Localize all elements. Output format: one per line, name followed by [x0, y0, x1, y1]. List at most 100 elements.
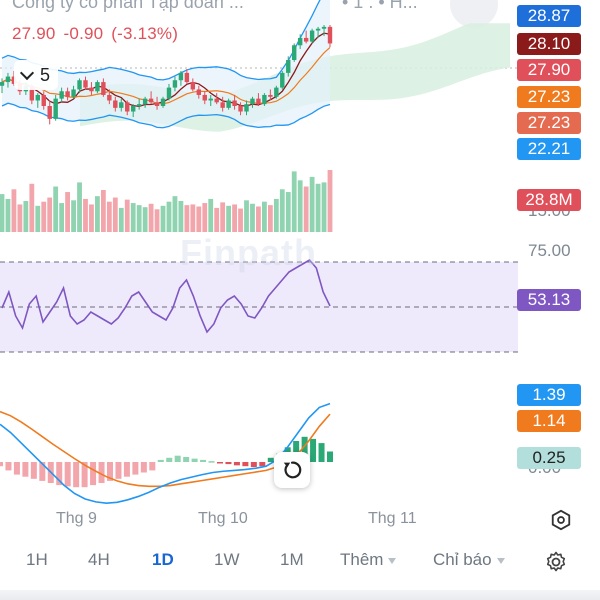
volume-bar — [41, 201, 47, 232]
candle-body — [89, 87, 94, 92]
candle-body — [35, 94, 40, 101]
candles — [0, 25, 333, 125]
candle-body — [119, 102, 124, 108]
volume-bar — [232, 204, 237, 232]
company-name: Công ty cổ phần Tập đoàn ... — [12, 0, 244, 12]
volume-bar — [11, 189, 17, 232]
tab-1h[interactable]: 1H — [26, 550, 48, 569]
macd-histogram-bar — [318, 443, 325, 462]
tab-indicators[interactable]: Chỉ báo — [433, 550, 505, 570]
x-axis-month-1: Thg 9 — [56, 510, 97, 527]
rsi-line — [1, 258, 331, 334]
candle-body — [297, 37, 303, 46]
macd-histogram-bar — [208, 461, 215, 463]
candle-body — [53, 98, 58, 119]
volume-bar — [65, 192, 70, 232]
candle-body — [327, 26, 333, 44]
macd-histogram-bar — [64, 462, 71, 487]
volume-bar — [154, 209, 160, 232]
macd-histogram-bar — [132, 462, 139, 475]
tab-1m[interactable]: 1M — [280, 550, 304, 569]
volume-bar — [59, 203, 65, 232]
macd-line-tag: 1.39 — [517, 384, 581, 406]
price-tag-bb-lower: 22.21 — [517, 138, 581, 160]
candle-body — [286, 60, 291, 73]
tab-1d[interactable]: 1D — [152, 550, 174, 569]
volume-bar — [178, 201, 184, 232]
candle-body — [47, 106, 52, 119]
volume-bar — [327, 170, 333, 232]
candle-body — [208, 98, 213, 101]
candle-body — [280, 72, 285, 88]
tab-4h[interactable]: 4H — [88, 550, 110, 569]
macd-histogram-bar — [30, 462, 37, 479]
volume-bar — [208, 198, 214, 232]
signal-line-tag: 1.14 — [517, 410, 581, 432]
tab-indicators-label: Chỉ báo — [433, 550, 492, 569]
volume-tag: 28.8M — [517, 189, 581, 211]
volume-bar — [238, 208, 243, 232]
volume-bar — [166, 201, 172, 232]
macd-histogram-bar — [115, 462, 122, 479]
macd-histogram-bar — [259, 462, 266, 467]
candle-body — [250, 98, 255, 105]
macd-histogram-bar — [293, 441, 300, 462]
macd-histogram-bar — [98, 462, 105, 483]
price-tag-last: 27.90 — [517, 59, 581, 81]
candle-body — [154, 102, 160, 106]
title-suffix: • 1 . • H... — [342, 0, 418, 12]
reset-zoom-button[interactable] — [274, 452, 310, 488]
timeframe-tabs: 1H 4H 1D 1W 1M Thêm Chỉ báo — [0, 546, 600, 580]
macd-histogram-bar — [310, 438, 317, 462]
volume-bar — [214, 207, 220, 232]
volume-bar — [297, 180, 303, 232]
current-price: 27.90 — [12, 24, 56, 43]
candle-body — [256, 98, 261, 105]
tab-more[interactable]: Thêm — [340, 550, 397, 570]
indicator-collapse-button[interactable]: 5 — [14, 60, 59, 90]
volume-bar — [321, 182, 327, 232]
candle-body — [142, 98, 148, 105]
volume-bar — [184, 205, 190, 232]
macd-histogram-bar — [90, 462, 97, 486]
candle-body — [172, 80, 178, 88]
macd-histogram-bar — [166, 457, 173, 462]
candle-body — [125, 102, 130, 112]
candle-body — [148, 98, 154, 103]
macd-histogram-bar — [22, 462, 29, 477]
macd-histogram-bar — [157, 459, 164, 462]
volume-bar — [160, 205, 166, 232]
volume-bar — [77, 182, 82, 232]
volume-bar — [291, 171, 297, 232]
price-change-pct: (-3.13%) — [111, 24, 179, 43]
volume-bar — [130, 203, 136, 232]
tab-1w[interactable]: 1W — [214, 550, 240, 569]
candle-body — [101, 82, 106, 95]
macd-histogram-bar — [149, 462, 156, 471]
indicator-count: 5 — [40, 64, 51, 85]
macd-histogram-bar — [217, 462, 223, 464]
candle-body — [71, 89, 76, 97]
macd-histogram-bar — [0, 462, 3, 467]
volume-bar — [100, 189, 106, 232]
x-axis-month-2: Thg 10 — [198, 510, 248, 527]
gear-icon[interactable] — [544, 550, 568, 574]
candle-body — [29, 85, 35, 101]
volume-bar — [0, 194, 5, 232]
candle-body — [226, 100, 231, 108]
candle-body — [11, 76, 17, 84]
histogram-tag: 0.25 — [517, 447, 581, 469]
candle-body — [113, 100, 118, 108]
volume-bar — [267, 205, 273, 232]
candle-body — [107, 94, 112, 101]
candle-body — [59, 91, 64, 99]
hexagon-icon[interactable] — [550, 509, 572, 531]
macd-histogram-bar — [233, 462, 240, 466]
macd-histogram-bar — [5, 462, 12, 471]
volume-bar — [262, 201, 267, 232]
rsi-tag: 53.13 — [517, 289, 581, 311]
candle-body — [309, 30, 315, 42]
macd-histogram-bar — [140, 462, 147, 473]
volume-bar — [273, 198, 279, 232]
